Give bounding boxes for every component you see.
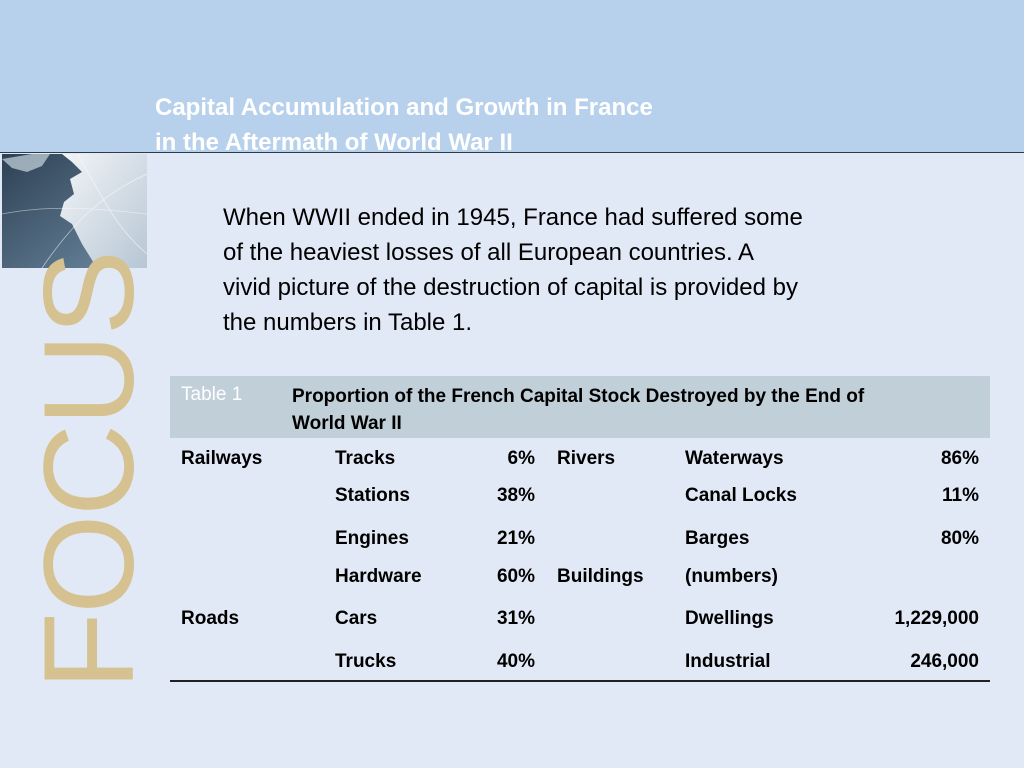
intro-line: of the heaviest losses of all European c… — [223, 239, 754, 266]
header-banner — [0, 0, 1024, 153]
table-cell-item2: Barges — [685, 528, 750, 549]
table-bottom-rule — [170, 680, 990, 682]
table-cell-item2: Waterways — [685, 448, 784, 469]
data-table: Railways Tracks 6% Rivers Waterways 86% Statio… — [170, 440, 990, 680]
title-line: in the Aftermath of World War II — [155, 129, 513, 156]
table-cell-value2: 246,000 — [910, 651, 979, 672]
table-caption-line: Proportion of the French Capital Stock D… — [292, 386, 865, 407]
table-cell-item: Cars — [335, 608, 378, 629]
table-header: Table 1 Proportion of the French Capital… — [170, 376, 990, 438]
table-cell-item: Stations — [335, 485, 410, 506]
focus-sidebar-text: FOCUS — [18, 252, 161, 690]
table-cell-value: 60% — [496, 566, 535, 587]
intro-line: When WWII ended in 1945, France had suff… — [223, 204, 803, 231]
table-cell-group2: Rivers — [557, 448, 616, 469]
table-cell-item: Tracks — [335, 448, 396, 469]
slide-title: Capital Accumulation and Growth in Franc… — [155, 90, 653, 160]
intro-paragraph: When WWII ended in 1945, France had suff… — [223, 200, 923, 340]
globe-image — [1, 153, 148, 269]
table-cell-group2: Buildings — [557, 566, 644, 587]
globe-icon — [1, 153, 148, 269]
table-cell-group: Railways — [181, 448, 263, 469]
table-caption-line: World War II — [292, 413, 402, 434]
table-cell-item2: Canal Locks — [685, 485, 797, 506]
table-cell-group: Roads — [181, 608, 240, 629]
table-caption: Proportion of the French Capital Stock D… — [292, 383, 992, 437]
table-cell-item2: Dwellings — [685, 608, 774, 629]
title-line: Capital Accumulation and Growth in Franc… — [155, 94, 653, 121]
table-label: Table 1 — [181, 384, 243, 405]
table-cell-value: 21% — [496, 528, 535, 549]
table-cell-value: 6% — [507, 448, 535, 469]
table-cell-item: Engines — [335, 528, 409, 549]
table-cell-value: 38% — [496, 485, 535, 506]
intro-line: vivid picture of the destruction of capi… — [223, 274, 798, 301]
table-cell-item2: Industrial — [685, 651, 771, 672]
table-cell-item: Trucks — [335, 651, 397, 672]
table-cell-value: 40% — [496, 651, 535, 672]
table-cell-item2: (numbers) — [685, 566, 778, 587]
intro-line: the numbers in Table 1. — [223, 309, 473, 336]
table-cell-value2: 1,229,000 — [894, 608, 979, 629]
table-cell-value2: 11% — [942, 485, 979, 506]
table-cell-item: Hardware — [335, 566, 422, 587]
table-cell-value2: 86% — [940, 448, 979, 469]
table-cell-value2: 80% — [940, 528, 979, 549]
table-cell-value: 31% — [496, 608, 535, 629]
